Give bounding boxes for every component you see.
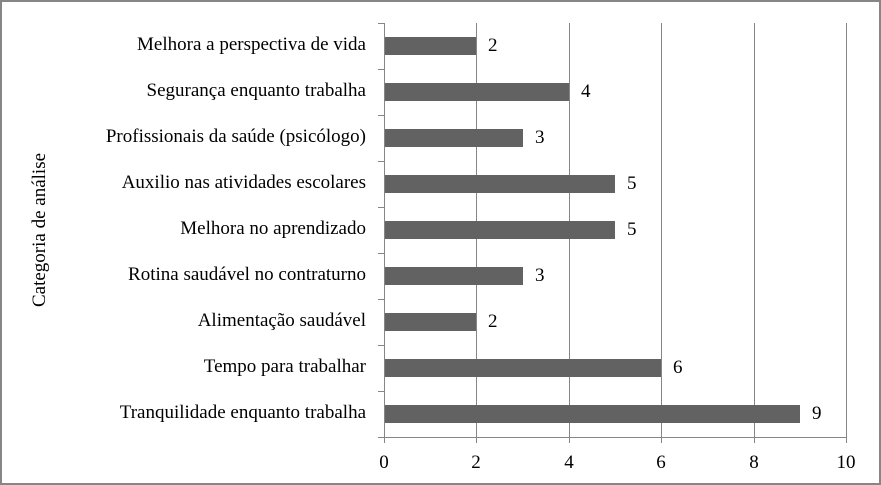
bar — [385, 359, 661, 377]
y-axis-title: Categoria de análise — [29, 152, 50, 308]
category-label: Segurança enquanto trabalha — [146, 80, 366, 101]
bar — [385, 129, 523, 147]
data-label: 5 — [627, 173, 637, 194]
x-tick — [846, 437, 847, 443]
gridline — [754, 23, 755, 437]
x-axis-line — [378, 437, 846, 438]
x-tick-label: 4 — [564, 452, 574, 473]
data-label: 4 — [581, 81, 591, 102]
y-tick — [378, 23, 384, 24]
bar — [385, 175, 615, 193]
x-tick — [476, 437, 477, 443]
bar — [385, 313, 476, 331]
data-label: 6 — [673, 357, 683, 378]
y-tick — [378, 253, 384, 254]
y-tick — [378, 115, 384, 116]
gridline — [846, 23, 847, 437]
x-tick — [661, 437, 662, 443]
x-tick-label: 8 — [749, 452, 759, 473]
category-label: Tempo para trabalhar — [203, 356, 366, 377]
category-label: Melhora no aprendizado — [180, 218, 366, 239]
y-tick — [378, 391, 384, 392]
plot-area: 2 4 3 5 5 3 2 6 9 — [378, 23, 847, 443]
x-tick — [384, 437, 385, 443]
bar — [385, 37, 476, 55]
x-tick-label: 2 — [471, 452, 481, 473]
y-tick — [378, 299, 384, 300]
data-label: 3 — [535, 265, 545, 286]
x-tick — [569, 437, 570, 443]
bar — [385, 83, 569, 101]
category-label: Auxilio nas atividades escolares — [121, 172, 366, 193]
y-tick — [378, 161, 384, 162]
category-label: Profissionais da saúde (psicólogo) — [105, 126, 366, 147]
x-tick-label: 6 — [656, 452, 666, 473]
data-label: 2 — [488, 311, 498, 332]
y-tick — [378, 207, 384, 208]
category-label: Tranquilidade enquanto trabalha — [119, 402, 366, 423]
bar — [385, 405, 800, 423]
data-label: 3 — [535, 127, 545, 148]
data-label: 5 — [627, 219, 637, 240]
y-axis-line — [384, 23, 385, 443]
category-label: Rotina saudável no contraturno — [128, 264, 366, 285]
y-tick — [378, 345, 384, 346]
bar — [385, 267, 523, 285]
y-tick — [378, 69, 384, 70]
data-label: 9 — [812, 403, 822, 424]
x-tick-label: 0 — [379, 452, 389, 473]
x-tick-label: 10 — [836, 452, 856, 473]
gridline — [661, 23, 662, 437]
x-tick — [754, 437, 755, 443]
y-tick — [378, 437, 384, 438]
bar — [385, 221, 615, 239]
data-label: 2 — [488, 35, 498, 56]
category-label: Melhora a perspectiva de vida — [137, 34, 366, 55]
category-label: Alimentação saudável — [197, 310, 366, 331]
